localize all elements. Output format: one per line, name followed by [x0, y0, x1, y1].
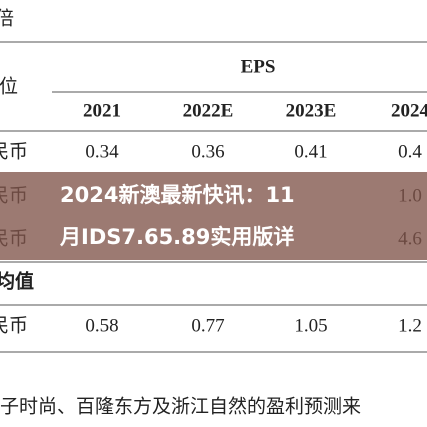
- cell: 0.34: [85, 141, 119, 162]
- cell: 0.58: [85, 315, 118, 336]
- cell: 1.2: [398, 315, 422, 336]
- cell: 0.4: [398, 141, 422, 162]
- cell: 0.77: [191, 315, 224, 336]
- cell: 1.05: [294, 315, 327, 336]
- column-header: 2023E: [286, 100, 337, 121]
- section-label: 均值: [0, 269, 34, 292]
- group-header: EPS: [241, 56, 276, 77]
- overlay-banner: [0, 172, 427, 260]
- overlay-text: 月IDS7.65.89实用版详: [59, 225, 294, 249]
- row-label: 民币: [0, 314, 28, 336]
- overlay-text: 2024新澳最新快讯：11: [60, 183, 295, 207]
- cell: 0.41: [294, 141, 327, 162]
- footnote: 子时尚、百隆东方及浙江自然的盈利预测来: [0, 395, 361, 417]
- row-label: 民币: [0, 140, 28, 162]
- column-header: 2024: [391, 100, 427, 121]
- corner-label: 倍: [0, 7, 14, 29]
- column-header: 2022E: [183, 100, 234, 121]
- cell: 0.36: [191, 141, 224, 162]
- column-header: 2021: [83, 100, 121, 121]
- unit-label: 位: [0, 75, 18, 97]
